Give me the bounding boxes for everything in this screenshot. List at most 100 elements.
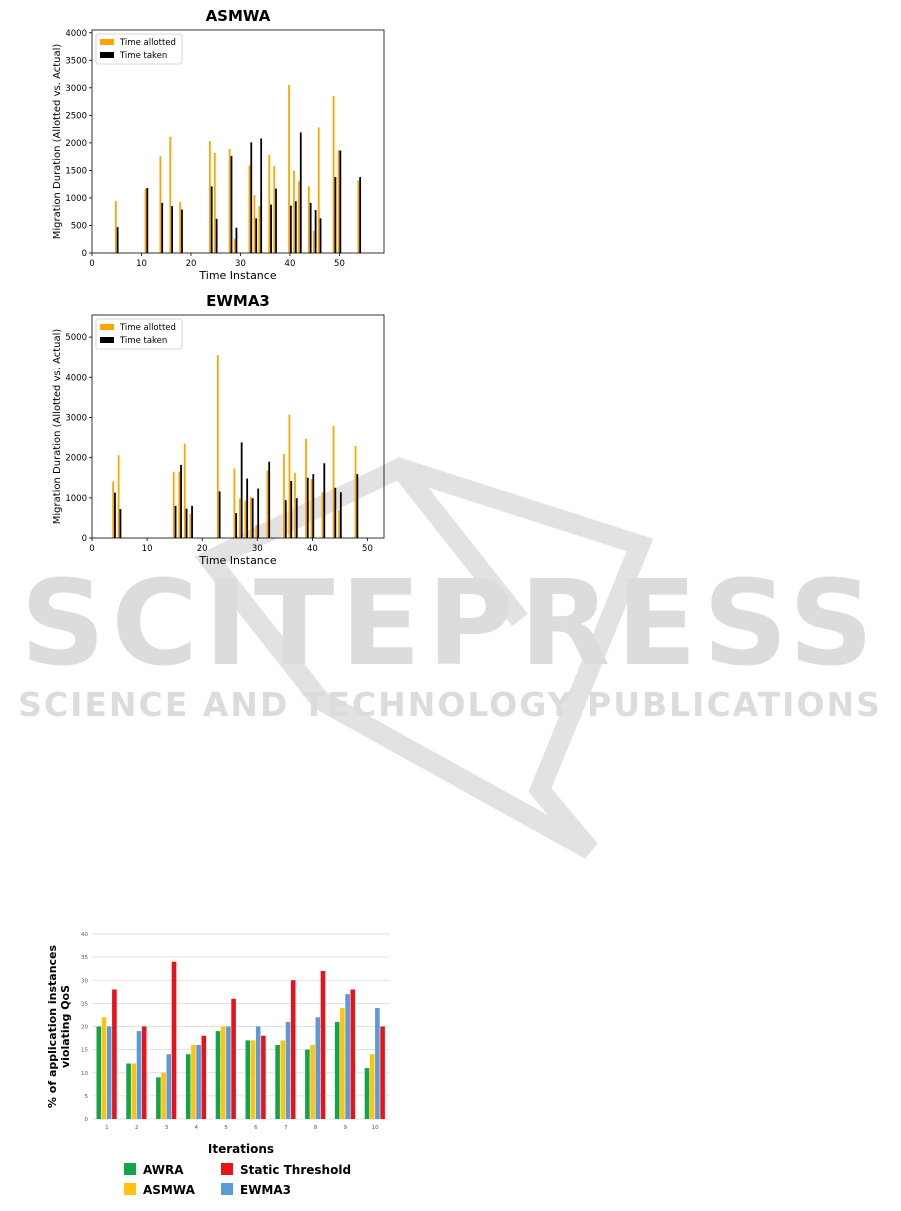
x-axis-label: Time Instance — [198, 554, 276, 567]
bar-ewma3 — [345, 994, 350, 1119]
y-tick-label: 4000 — [65, 29, 87, 39]
legend-box — [95, 318, 183, 350]
watermark-title: SCITEPRESS — [20, 554, 879, 692]
bar-asmwa — [220, 1026, 226, 1119]
bar-allotted — [238, 498, 241, 538]
bar-taken — [218, 491, 221, 538]
x-tick-label: 8 — [314, 1125, 318, 1131]
bar-taken — [257, 488, 260, 538]
legend-label: ASMWA — [143, 1183, 196, 1197]
bar-asmwa — [340, 1008, 345, 1119]
bar-taken — [114, 492, 116, 538]
bar-allotted — [169, 136, 172, 253]
y-tick-label: 40 — [81, 932, 88, 938]
bar-awra — [156, 1077, 161, 1119]
y-tick-label: 0 — [82, 249, 87, 259]
bar-allotted — [144, 188, 147, 253]
bar-taken — [339, 150, 342, 253]
bar-taken — [181, 209, 183, 253]
bar-allotted — [288, 85, 290, 253]
bar-taken — [294, 201, 297, 253]
bar-allotted — [172, 471, 175, 538]
legend-swatch — [100, 52, 114, 58]
bar-asmwa — [310, 1045, 315, 1119]
bar-taken — [235, 227, 238, 253]
bar-allotted — [179, 201, 182, 253]
legend-swatch — [221, 1163, 233, 1175]
x-tick-label: 30 — [252, 544, 263, 554]
y-tick-label: 1000 — [65, 194, 87, 204]
y-tick-label: 35 — [81, 955, 88, 961]
bar-allotted — [114, 201, 117, 253]
bar-taken — [185, 508, 188, 538]
bar-allotted — [354, 445, 357, 538]
bar-allotted — [208, 141, 211, 253]
bar-allotted — [288, 414, 291, 538]
x-tick-label: 9 — [344, 1125, 348, 1131]
bar-allotted — [178, 471, 181, 538]
bar-taken — [161, 202, 164, 253]
plot-frame — [91, 29, 385, 254]
bar-static-threshold — [350, 989, 356, 1119]
x-tick-label: 3 — [165, 1125, 169, 1131]
bar-ewma3 — [375, 1008, 380, 1119]
bar-ewma3 — [166, 1054, 172, 1119]
plot-frame — [91, 314, 385, 539]
bar-awra — [126, 1063, 131, 1119]
bar-allotted — [183, 443, 186, 538]
y-tick-label: 10 — [81, 1071, 88, 1077]
bar-allotted — [117, 455, 120, 538]
y-tick-label: 0 — [85, 1117, 89, 1123]
bar-taken — [309, 202, 312, 253]
bar-static-threshold — [380, 1026, 385, 1119]
bar-taken — [251, 498, 254, 538]
bar-taken — [314, 210, 317, 253]
y-axis-label: % of application instancesviolating QoS — [46, 944, 72, 1108]
bar-taken — [268, 461, 271, 538]
bar-allotted — [357, 180, 360, 253]
x-tick-label: 7 — [284, 1125, 288, 1131]
x-tick-label: 40 — [285, 259, 296, 269]
bar-taken — [334, 487, 337, 538]
bar-taken — [230, 156, 233, 253]
x-tick-label: 30 — [235, 259, 246, 269]
bar-asmwa — [369, 1054, 375, 1119]
bar-allotted — [305, 438, 307, 538]
bar-asmwa — [280, 1040, 286, 1119]
legend-label: Time allotted — [119, 38, 176, 48]
bar-static-threshold — [231, 998, 236, 1119]
x-tick-label: 10 — [142, 544, 153, 554]
bar-allotted — [273, 166, 276, 253]
x-tick-label: 0 — [89, 259, 94, 269]
bar-asmwa — [161, 1072, 166, 1119]
bar-allotted — [216, 355, 219, 538]
legend-label: Static Threshold — [240, 1163, 351, 1177]
y-tick-label: 25 — [81, 1001, 88, 1007]
bar-awra — [275, 1045, 280, 1119]
y-tick-label: 3000 — [65, 84, 87, 94]
y-tick-label: 20 — [81, 1025, 88, 1031]
y-tick-label: 2500 — [65, 111, 87, 121]
bar-taken — [323, 463, 326, 538]
bar-taken — [275, 188, 277, 253]
bar-taken — [215, 218, 218, 253]
bar-taken — [116, 227, 119, 253]
legend-swatch — [100, 337, 114, 343]
book-outline-icon — [194, 457, 654, 859]
y-axis-label: Migration Duration (Allotted vs. Actual) — [52, 329, 63, 525]
bar-allotted — [307, 186, 310, 253]
x-tick-label: 5 — [224, 1125, 228, 1131]
bar-allotted — [233, 238, 236, 253]
bar-allotted — [294, 472, 296, 538]
legend-swatch — [100, 324, 114, 330]
y-tick-label: 5000 — [65, 333, 87, 343]
y-tick-label: 5 — [85, 1094, 89, 1100]
legend-swatch — [221, 1183, 233, 1195]
bar-allotted — [310, 479, 313, 538]
bar-allotted — [268, 154, 271, 253]
legend-swatch — [100, 39, 114, 45]
bar-allotted — [258, 206, 261, 253]
bar-taken — [191, 505, 193, 538]
x-tick-label: 40 — [307, 544, 318, 554]
